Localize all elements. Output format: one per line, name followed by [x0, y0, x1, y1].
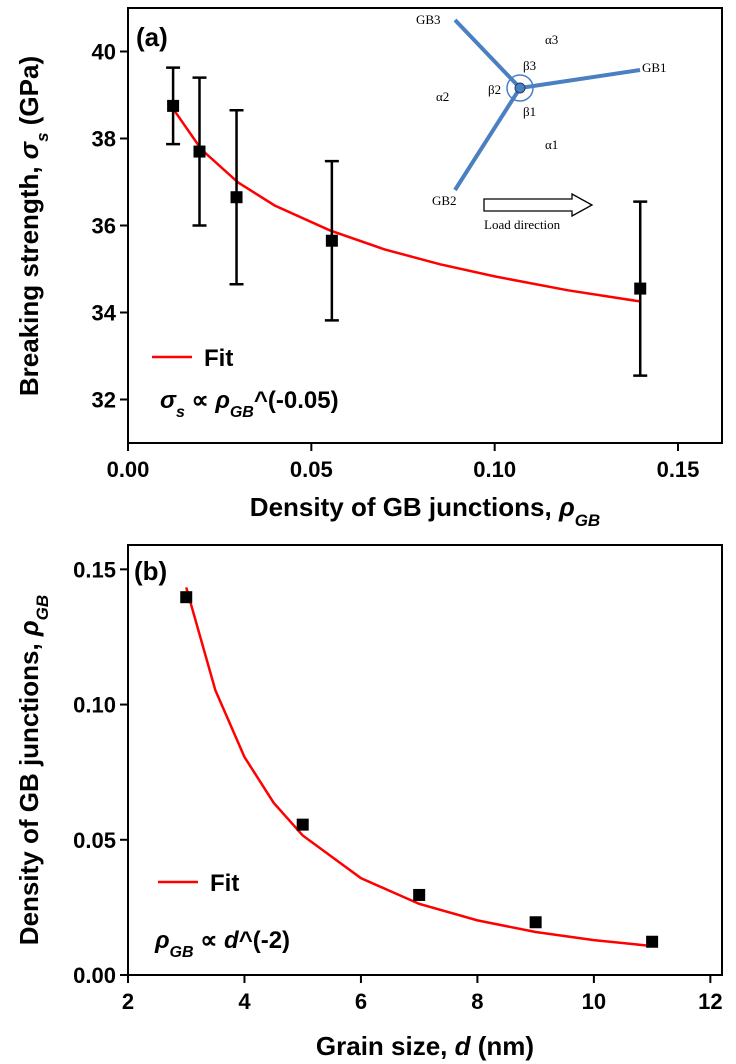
data-point	[634, 282, 647, 295]
label-part: σ	[14, 140, 44, 159]
y-tick-label: 0.05	[73, 828, 116, 853]
annotation-part: GB	[170, 944, 194, 961]
grain-boundary	[453, 86, 522, 192]
label-part: d	[455, 1031, 472, 1061]
annotation-part: d	[224, 927, 240, 954]
x-tick-label: 8	[471, 989, 483, 1014]
x-tick-label: 6	[355, 989, 367, 1014]
y-tick-label: 0.00	[73, 963, 116, 988]
label-part: (nm)	[471, 1031, 535, 1061]
x-tick-label: 10	[582, 989, 606, 1014]
x-axis-label: Density of GB junctions, ρGB	[250, 492, 600, 530]
inset: GB3 GB1 GB2 α3 α2 α1 β3 β2 β1 Load direc…	[416, 12, 667, 232]
label-part: Grain size,	[316, 1031, 455, 1061]
annotation-part: ∝	[185, 387, 215, 414]
inset-label: β2	[488, 82, 501, 97]
annotation-part: ρ	[154, 927, 170, 954]
data-point	[296, 818, 309, 831]
fit-line	[185, 587, 653, 948]
plot-frame	[127, 7, 723, 444]
label-part: ρ	[558, 492, 575, 522]
inset-label: α1	[545, 137, 558, 152]
junction	[514, 82, 526, 94]
annotation: ρGB ∝ d^(-2)	[154, 927, 290, 961]
label-part: (GPa)	[14, 56, 44, 133]
label-part: GB	[575, 511, 601, 530]
y-tick-label: 36	[92, 214, 116, 239]
label-part: s	[33, 132, 52, 141]
x-tick-label: 2	[122, 989, 134, 1014]
annotation-part: ^(-0.05)	[254, 387, 339, 414]
data-point	[180, 591, 193, 604]
y-axis-label: Density of GB junctions, ρGB	[14, 595, 52, 945]
inset-label: GB2	[432, 193, 457, 208]
inset-label: α3	[545, 32, 558, 47]
data-point	[646, 935, 659, 948]
data-point	[413, 888, 426, 901]
data-point	[167, 99, 180, 112]
data-point	[230, 191, 243, 204]
annotation-part: σ	[160, 387, 177, 414]
annotation-part: ρ	[214, 387, 230, 414]
data-point	[193, 145, 206, 158]
data-point	[529, 916, 542, 929]
inset-label: β3	[523, 58, 536, 73]
annotation: σs ∝ ρGB^(-0.05)	[160, 387, 339, 421]
y-tick-label: 38	[92, 127, 116, 152]
grain-boundary	[519, 68, 641, 90]
annotation-part: ^(-2)	[239, 927, 290, 954]
plot-frame	[127, 544, 723, 976]
data-point	[325, 234, 338, 247]
x-tick-label: 4	[238, 989, 251, 1014]
legend-label: Fit	[204, 345, 233, 372]
y-tick-label: 32	[92, 388, 116, 413]
inset-label: β1	[523, 104, 536, 119]
label-part: ρ	[14, 620, 44, 637]
inset-label: α2	[436, 89, 449, 104]
load-arrow	[483, 192, 594, 218]
panel-label: (b)	[134, 556, 167, 586]
junction-arc	[506, 74, 534, 102]
x-tick-label: 0.05	[290, 457, 333, 482]
annotation-part: GB	[230, 404, 254, 421]
annotation-part: s	[176, 404, 185, 421]
grain-boundary	[453, 18, 522, 90]
fit-line	[170, 106, 642, 303]
y-tick-label: 34	[92, 301, 117, 326]
inset-label: GB1	[642, 60, 667, 75]
label-part: Breaking strength,	[14, 159, 44, 396]
panel-label: (a)	[136, 22, 168, 52]
label-part: GB	[33, 595, 52, 621]
inset-label: GB3	[416, 12, 441, 27]
y-tick-label: 0.10	[73, 693, 116, 718]
arrow-label: Load direction	[484, 217, 561, 232]
x-tick-label: 0.10	[473, 457, 516, 482]
y-axis-label: Breaking strength, σs (GPa)	[14, 56, 52, 396]
x-tick-label: 0.00	[107, 457, 150, 482]
x-tick-label: 12	[698, 989, 722, 1014]
y-tick-label: 40	[92, 40, 116, 65]
label-part: Density of GB junctions,	[250, 492, 559, 522]
legend-label: Fit	[210, 870, 239, 897]
label-part: Density of GB junctions,	[14, 636, 44, 945]
annotation-part: ∝	[194, 927, 224, 954]
y-tick-label: 0.15	[73, 557, 116, 582]
x-tick-label: 0.15	[657, 457, 700, 482]
x-axis-label: Grain size, d (nm)	[316, 1031, 534, 1061]
